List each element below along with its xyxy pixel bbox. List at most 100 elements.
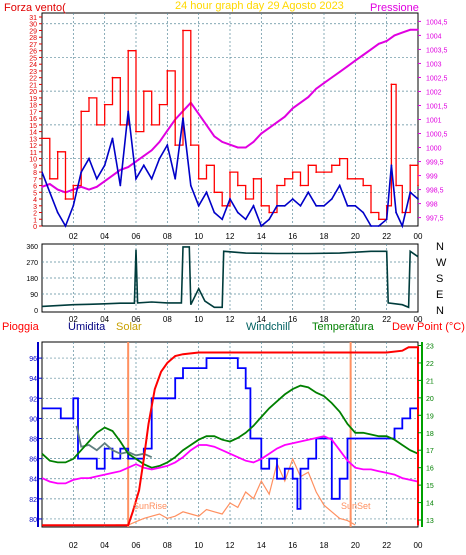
humidity-tick-label: 94 (29, 376, 37, 383)
wind-point (48, 191, 51, 194)
y-left-tick-label: 17 (29, 109, 37, 116)
gust-point (330, 164, 333, 167)
gust-point (80, 110, 83, 113)
pressure-point (346, 65, 349, 68)
y-left-tick-label: 7 (33, 177, 37, 184)
pressure-point (276, 121, 278, 124)
y-left-tick-label: 20 (29, 89, 37, 96)
legend-umidita: Umidita (68, 321, 106, 333)
pressure-point (330, 76, 333, 79)
temperature-tick-label: 19 (426, 413, 434, 420)
wind-point (354, 204, 357, 207)
pressure-point (338, 71, 341, 73)
x-tick-label: 20 (351, 315, 360, 324)
rain-line (42, 346, 419, 527)
gust-point (103, 103, 106, 106)
pressure-point (135, 160, 137, 163)
y-left-tick-label: 23 (29, 69, 37, 76)
y-left-tick-label: 27 (29, 42, 37, 49)
pressure-point (150, 149, 153, 152)
x-axis-labels: 02 04 06 08 10 12 14 16 18 20 22 00 02 04 06 08 10 12 14 16… (69, 232, 423, 550)
humidity-tick-label: 90 (29, 416, 37, 423)
wind-point (80, 171, 83, 174)
wind-point (307, 191, 310, 194)
y-left-tick-label: 2 (33, 211, 37, 218)
y-left-tick-label: 30 (29, 22, 37, 29)
y-right-tick-label: 1001,5 (426, 103, 448, 110)
y-left-tick-label: 9 (33, 163, 37, 170)
x-tick-label: 22 (382, 232, 391, 241)
gust-point (252, 177, 255, 180)
wind-point (221, 218, 224, 221)
solar-line (115, 457, 356, 526)
panel1-right-label: Pressione (370, 2, 419, 14)
pressure-point (111, 174, 114, 177)
y-left-tick-label: 31 (29, 15, 37, 22)
wind-point (401, 225, 404, 227)
wind-point (189, 184, 192, 187)
y-left-tick-label: 11 (30, 150, 37, 157)
x-tick-label: 10 (194, 315, 203, 324)
gust-point (72, 184, 75, 187)
y-right-tick-label: 998 (426, 202, 438, 209)
humidity-tick-label: 84 (29, 477, 37, 484)
y-left-tick-label: 25 (29, 55, 37, 62)
gust-point (135, 130, 137, 133)
panel3-ticks: 80 82 84 86 88 90 92 94 96 13 14 15 16 17 18 19 20 21 22 23 (29, 342, 434, 527)
x-tick-label: 12 (226, 541, 235, 550)
wind-point (236, 211, 239, 214)
wind-point (338, 184, 341, 187)
y-left-tick-label: 21 (29, 82, 37, 89)
humidity-tick-label: 88 (29, 437, 37, 444)
y-right-tick-label: 1004 (426, 33, 442, 40)
wind-point (229, 198, 231, 200)
gust-point (229, 171, 231, 174)
pressure-point (236, 146, 239, 149)
x-tick-label: 14 (257, 541, 266, 550)
gust-point (395, 184, 397, 187)
pressure-point (315, 87, 318, 90)
pressure-point (299, 101, 302, 104)
wind-point (323, 204, 325, 207)
temperature-tick-label: 20 (426, 396, 434, 403)
y-left-tick-label: 16 (29, 116, 37, 123)
x-tick-label: 20 (351, 232, 360, 241)
wind-point (213, 211, 216, 214)
panel1-title: 24 hour graph day 29 Agosto 2023 (175, 0, 344, 12)
pressure-point (417, 28, 419, 31)
gust-point (283, 177, 286, 180)
pressure-point (291, 107, 294, 110)
wind-point (166, 144, 169, 147)
wind-point (56, 211, 59, 214)
pressure-point (41, 185, 43, 188)
pressure-point (307, 96, 310, 98)
wind-point (315, 204, 318, 207)
y-right-tick-label: 1004,5 (426, 19, 448, 26)
gust-point (370, 211, 372, 214)
x-tick-label: 08 (163, 232, 172, 241)
wind-point (260, 225, 263, 227)
y-left-tick-label: 28 (29, 35, 37, 42)
wind-point (197, 204, 200, 207)
x-tick-label: 02 (69, 232, 78, 241)
gust-point (95, 124, 98, 126)
y-left-tick-label: 5 (33, 190, 37, 197)
direction-tick-label: 360 (26, 244, 38, 251)
compass-label: E (436, 289, 443, 301)
x-tick-label: 10 (194, 232, 203, 241)
legend-dewpoint: Dew Point (°C) (392, 321, 465, 333)
y-right-tick-label: 1002 (426, 89, 442, 96)
wind-point (64, 225, 67, 227)
pressure-point (377, 42, 380, 45)
gust-point (88, 97, 90, 99)
x-tick-label: 02 (69, 541, 78, 550)
temperature-tick-label: 18 (426, 431, 434, 438)
y-left-tick-label: 29 (29, 28, 37, 35)
wind-point (291, 198, 294, 200)
x-tick-label: 02 (69, 315, 78, 324)
temperature-tick-label: 17 (426, 448, 434, 455)
humidity-tick-label: 86 (29, 457, 37, 464)
x-tick-label: 18 (320, 315, 329, 324)
